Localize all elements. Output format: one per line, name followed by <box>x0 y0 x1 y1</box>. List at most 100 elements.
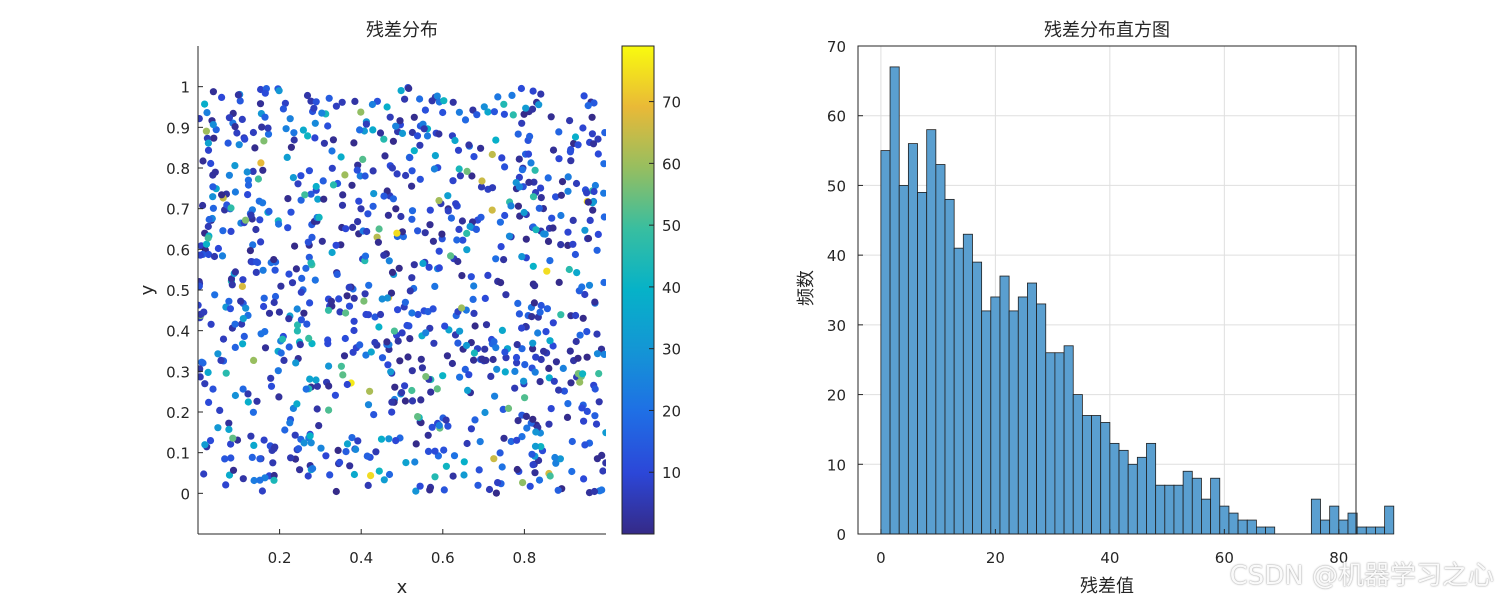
scatter-point <box>210 134 218 142</box>
scatter-point <box>401 298 409 306</box>
scatter-point <box>554 486 562 494</box>
scatter-point <box>275 393 283 401</box>
scatter-point <box>579 370 587 378</box>
scatter-point <box>401 397 409 405</box>
scatter-point <box>411 458 419 466</box>
scatter-point <box>420 125 428 133</box>
scatter-point <box>443 352 451 360</box>
scatter-point <box>357 108 365 116</box>
scatter-point <box>260 436 268 444</box>
scatter-point <box>285 270 293 278</box>
scatter-point <box>581 226 589 234</box>
scatter-point <box>328 164 336 172</box>
histogram-bar <box>1256 526 1266 535</box>
scatter-point <box>568 467 576 476</box>
scatter-point <box>303 91 312 100</box>
scatter-point <box>442 462 450 470</box>
scatter-point <box>536 378 544 386</box>
scatter-point <box>531 282 539 290</box>
scatter-point <box>204 368 212 376</box>
scatter-point <box>249 408 257 416</box>
scatter-point <box>557 191 566 199</box>
scatter-point <box>395 264 403 272</box>
scatter-point <box>515 183 524 191</box>
scatter-point <box>416 175 424 183</box>
scatter-point <box>378 354 387 362</box>
colorbar-frame <box>621 45 655 535</box>
scatter-point <box>416 141 424 149</box>
scatter-point <box>309 465 317 473</box>
scatter-point <box>488 184 497 192</box>
scatter-point <box>338 98 346 106</box>
scatter-point <box>290 129 298 137</box>
scatter-point <box>332 102 340 110</box>
scatter-point <box>536 308 544 316</box>
scatter-point <box>440 446 448 454</box>
scatter-point <box>544 174 552 182</box>
scatter-point <box>259 166 267 174</box>
scatter-point <box>419 259 427 267</box>
scatter-point <box>221 455 229 463</box>
scatter-point <box>345 283 353 291</box>
scatter-point <box>397 212 405 221</box>
scatter-point <box>357 205 365 213</box>
scatter-point <box>284 224 292 232</box>
scatter-point <box>584 102 592 110</box>
scatter-point <box>498 326 506 334</box>
scatter-point <box>494 479 502 487</box>
scatter-point <box>331 391 339 399</box>
histogram-x-tick-label: 20 <box>986 549 1005 567</box>
histogram-bar <box>1091 415 1102 535</box>
scatter-point <box>325 362 333 370</box>
scatter-point <box>497 279 505 287</box>
scatter-point <box>304 238 312 246</box>
scatter-point <box>320 195 328 203</box>
histogram-chart: 残差分布直方图 0 20 40 60 80 0 10 20 30 40 50 60 70 残差值 频数 <box>796 20 1395 597</box>
scatter-point <box>505 232 514 240</box>
scatter-point <box>243 168 251 176</box>
scatter-point <box>413 132 422 140</box>
scatter-point <box>385 435 393 443</box>
scatter-point <box>283 153 291 161</box>
scatter-point <box>372 448 380 456</box>
scatter-point <box>511 384 519 392</box>
scatter-point <box>537 194 545 202</box>
scatter-point <box>414 227 422 235</box>
scatter-point <box>557 211 565 220</box>
scatter-point <box>449 472 457 480</box>
scatter-point <box>477 213 485 221</box>
scatter-point <box>198 365 204 373</box>
scatter-point <box>348 434 356 442</box>
scatter-point <box>470 282 478 290</box>
scatter-point <box>200 470 208 478</box>
scatter-point <box>590 187 598 196</box>
scatter-point <box>546 257 554 265</box>
scatter-point <box>461 365 469 373</box>
scatter-point <box>350 326 358 335</box>
scatter-point <box>275 87 283 95</box>
scatter-point <box>594 135 602 143</box>
scatter-point <box>249 128 257 137</box>
scatter-point <box>324 306 333 314</box>
histogram-bar <box>1127 463 1138 535</box>
colorbar-gradient <box>622 46 654 534</box>
scatter-point <box>425 263 433 271</box>
scatter-point <box>199 359 207 367</box>
scatter-point <box>364 481 372 489</box>
scatter-point <box>444 192 452 200</box>
scatter-point <box>211 291 219 299</box>
scatter-point <box>525 178 533 186</box>
scatter-point <box>305 167 313 175</box>
scatter-point <box>398 389 406 397</box>
scatter-point <box>450 452 459 460</box>
scatter-y-tick-label: 0.9 <box>166 119 190 137</box>
scatter-point <box>435 264 443 272</box>
scatter-point <box>441 322 449 330</box>
scatter-x-axis-label: x <box>397 577 408 598</box>
histogram-x-tick-label: 40 <box>1100 549 1119 567</box>
scatter-point <box>259 266 267 274</box>
scatter-point <box>244 398 252 406</box>
scatter-point <box>496 449 504 457</box>
scatter-point <box>593 330 601 338</box>
scatter-point <box>518 166 527 174</box>
